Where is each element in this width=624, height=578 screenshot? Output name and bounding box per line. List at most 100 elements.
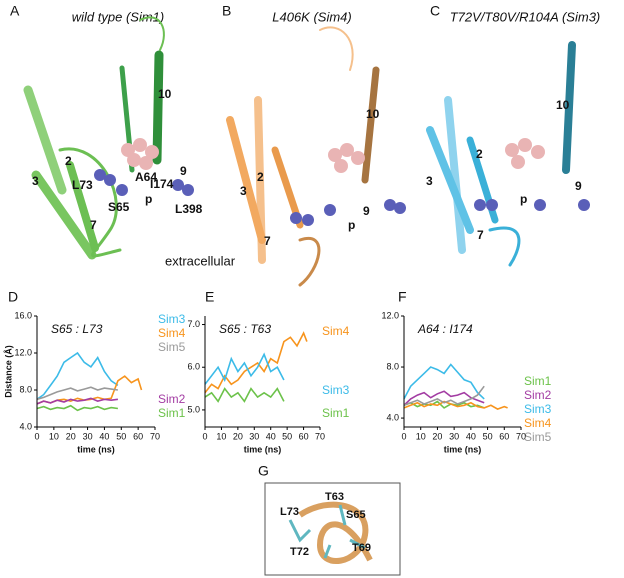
legend-label: Sim1 bbox=[158, 406, 186, 420]
x-tick-label: 20 bbox=[233, 431, 243, 441]
atom bbox=[116, 184, 128, 196]
x-tick-label: 70 bbox=[516, 431, 526, 441]
panel-title: wild type (Sim1) bbox=[72, 9, 164, 24]
atom bbox=[340, 143, 354, 157]
annotation: extracellular bbox=[165, 253, 236, 268]
atom bbox=[351, 151, 365, 165]
panel-letter: E bbox=[205, 289, 214, 305]
atom bbox=[511, 155, 525, 169]
atom bbox=[127, 153, 141, 167]
annotation: S65 : L73 bbox=[51, 322, 103, 336]
atom bbox=[133, 138, 147, 152]
panel-letter: B bbox=[222, 3, 231, 19]
helix bbox=[66, 161, 99, 252]
helix-label: 2 bbox=[476, 147, 483, 161]
helix bbox=[426, 126, 474, 234]
helix-label: p bbox=[145, 192, 152, 206]
series-line bbox=[403, 400, 485, 409]
helix-label: 9 bbox=[575, 179, 582, 193]
x-tick-label: 50 bbox=[282, 431, 292, 441]
x-tick-label: 40 bbox=[466, 431, 476, 441]
residue-label: T72 bbox=[290, 546, 309, 558]
y-axis-label: Distance (Å) bbox=[3, 345, 13, 398]
panel-letter: A bbox=[10, 3, 20, 19]
legend-label: Sim5 bbox=[158, 340, 186, 354]
panel-title: T72V/T80V/R104A (Sim3) bbox=[450, 9, 601, 24]
legend-label: Sim4 bbox=[158, 326, 186, 340]
panel-letter: D bbox=[8, 289, 18, 305]
residue-label: A64 bbox=[135, 170, 157, 184]
panel-a: A wild type (Sim1) 10 2 3 I174 A64 bbox=[10, 3, 236, 269]
helix-label: 2 bbox=[65, 154, 72, 168]
inset-frame bbox=[264, 482, 401, 576]
x-tick-label: 60 bbox=[133, 431, 143, 441]
x-axis-label: time (ns) bbox=[77, 444, 115, 454]
residue-label: L73 bbox=[72, 178, 93, 192]
helix bbox=[226, 116, 266, 244]
x-tick-label: 60 bbox=[499, 431, 509, 441]
helices bbox=[426, 41, 576, 267]
series-line bbox=[204, 352, 285, 385]
residue-label: T69 bbox=[352, 542, 371, 554]
panel-title: L406K (Sim4) bbox=[272, 9, 351, 24]
helix-label: 9 bbox=[363, 204, 370, 218]
atom bbox=[394, 202, 406, 214]
x-tick-label: 20 bbox=[66, 431, 76, 441]
helix-label: 10 bbox=[158, 87, 172, 101]
helix-label: 3 bbox=[32, 174, 39, 188]
atom bbox=[94, 169, 106, 181]
helix-label: p bbox=[348, 218, 355, 232]
atom bbox=[328, 148, 342, 162]
y-tick-label: 6.0 bbox=[187, 362, 200, 372]
y-tick-label: 7.0 bbox=[187, 319, 200, 329]
helix-label: 10 bbox=[556, 98, 570, 112]
x-tick-label: 0 bbox=[34, 431, 39, 441]
x-tick-label: 10 bbox=[49, 431, 59, 441]
series-line bbox=[36, 351, 119, 400]
atom bbox=[534, 199, 546, 211]
atom bbox=[531, 145, 545, 159]
x-tick-label: 0 bbox=[202, 431, 207, 441]
atom bbox=[324, 204, 336, 216]
series-line bbox=[403, 390, 485, 406]
loop bbox=[298, 236, 321, 287]
atom bbox=[518, 138, 532, 152]
x-tick-label: 50 bbox=[116, 431, 126, 441]
x-tick-label: 40 bbox=[266, 431, 276, 441]
series-line bbox=[204, 331, 308, 394]
series-line bbox=[36, 404, 119, 412]
atom bbox=[302, 214, 314, 226]
residue-label: S65 bbox=[108, 200, 130, 214]
x-tick-label: 0 bbox=[401, 431, 406, 441]
loop bbox=[58, 147, 122, 258]
helix bbox=[444, 96, 466, 254]
helix bbox=[23, 85, 67, 195]
legend-label: Sim3 bbox=[322, 383, 350, 397]
series-line bbox=[403, 400, 508, 410]
atom bbox=[474, 199, 486, 211]
series-line bbox=[36, 386, 119, 401]
atom bbox=[334, 159, 348, 173]
atom bbox=[578, 199, 590, 211]
atom bbox=[182, 184, 194, 196]
atom bbox=[139, 156, 153, 170]
helix-label: 3 bbox=[240, 184, 247, 198]
loop bbox=[319, 26, 354, 71]
helix bbox=[152, 50, 164, 165]
y-tick-label: 12.0 bbox=[381, 310, 399, 320]
series-line bbox=[204, 387, 285, 403]
atom bbox=[290, 212, 302, 224]
spheres bbox=[290, 143, 406, 226]
loop bbox=[488, 226, 521, 267]
helix-label: 7 bbox=[90, 218, 97, 232]
legend-label: Sim2 bbox=[524, 388, 552, 402]
legend-label: Sim5 bbox=[524, 430, 552, 444]
loop bbox=[139, 16, 165, 51]
x-axis-label: time (ns) bbox=[444, 444, 482, 454]
helix-label: p bbox=[520, 192, 527, 206]
x-tick-label: 70 bbox=[315, 431, 325, 441]
helices bbox=[23, 16, 165, 260]
